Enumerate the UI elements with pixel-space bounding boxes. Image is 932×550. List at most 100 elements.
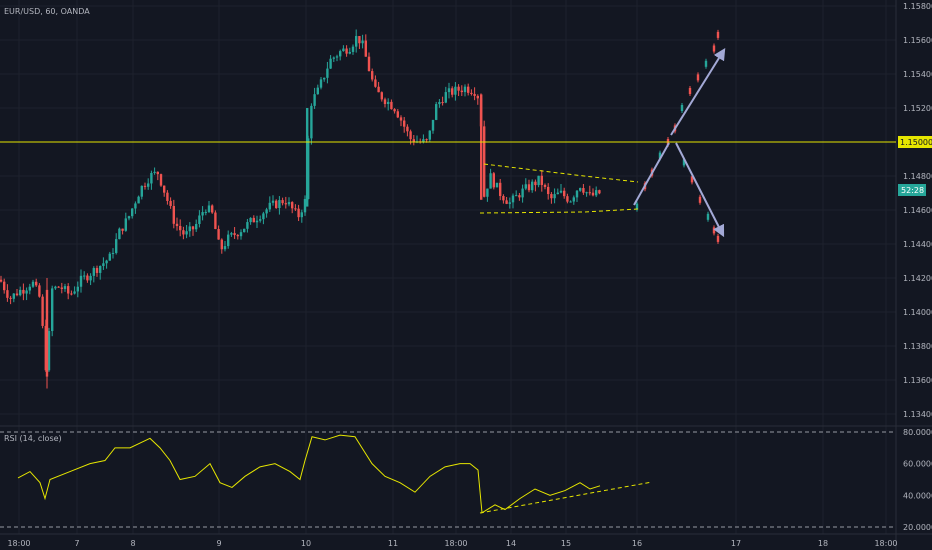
candle-body: [76, 286, 79, 292]
candle-body: [121, 228, 124, 231]
candle-body: [153, 171, 156, 173]
projection-candle-body: [635, 203, 639, 210]
candle-body: [28, 286, 31, 291]
projection-candle-body: [696, 74, 700, 81]
rsi-title: RSI (14, close): [4, 434, 62, 443]
candle-body: [284, 203, 287, 205]
candle-body: [306, 108, 309, 207]
candle-body: [412, 139, 415, 143]
candle-body: [0, 279, 3, 282]
candle-body: [57, 286, 60, 288]
candle-body: [547, 186, 550, 195]
candle-body: [51, 288, 54, 332]
symbol-title[interactable]: EUR/USD, 60, OANDA: [4, 7, 90, 16]
candle-body: [25, 290, 28, 294]
candle-body: [223, 246, 227, 250]
candle-body: [60, 287, 63, 289]
candle-body: [380, 92, 383, 100]
price-tick-label: 1.13600: [903, 376, 932, 385]
candle-body: [99, 265, 102, 273]
candle-body: [585, 192, 588, 194]
candle-body: [195, 223, 198, 230]
candle-body: [227, 234, 230, 247]
rsi-tick-labels: 80.0000 60.0000 40.0000 20.0000: [903, 428, 932, 532]
candle-body: [79, 275, 83, 287]
rsi-tick-label: 40.0000: [903, 491, 932, 500]
projection-candle-body: [658, 152, 662, 159]
price-badge-115: [898, 136, 932, 148]
candle-body: [54, 286, 57, 289]
candle-body: [86, 275, 89, 281]
candle-body: [140, 185, 143, 197]
candle-body: [271, 200, 275, 203]
candle-body: [377, 86, 380, 93]
candle-body: [185, 231, 188, 235]
candle-body: [249, 217, 252, 223]
price-tick-label: 1.14400: [903, 240, 932, 249]
candle-body: [230, 233, 233, 235]
candle-body: [275, 200, 278, 209]
candle-body: [207, 205, 211, 212]
projection-candle-body: [688, 88, 692, 94]
candle-body: [451, 88, 454, 95]
candle-body: [553, 194, 556, 199]
candle-body: [409, 131, 412, 140]
candle-body: [313, 94, 316, 106]
candle-body: [505, 200, 508, 204]
price-badge-115-text: 1.15000: [900, 138, 932, 147]
time-tick-label: 11: [388, 539, 398, 548]
candle-body: [499, 182, 502, 196]
candle-body: [134, 203, 137, 209]
candle-body: [175, 223, 179, 226]
candle-body: [383, 99, 387, 105]
rsi-panel: RSI (14, close): [0, 431, 896, 528]
price-tick-label: 1.15600: [903, 36, 932, 45]
candle-body: [41, 296, 44, 326]
candle-body: [105, 260, 108, 264]
candle-body: [431, 119, 435, 131]
candle-body: [467, 86, 470, 93]
candle-body: [45, 289, 49, 377]
candle-body: [220, 239, 223, 250]
price-tick-label: 1.15400: [903, 70, 932, 79]
candle-body: [127, 216, 131, 219]
countdown-badge: [898, 184, 926, 196]
candle-body: [543, 184, 547, 187]
candle-body: [559, 190, 563, 193]
candle-body: [582, 188, 585, 193]
candle-body: [217, 229, 220, 240]
candle-body: [297, 208, 300, 218]
time-tick-label: 16: [632, 539, 642, 548]
candle-body: [92, 268, 95, 276]
candle-body: [3, 281, 6, 291]
candle-body: [95, 268, 99, 273]
candle-body: [246, 222, 249, 229]
candle-body: [63, 286, 67, 289]
candle-body: [118, 228, 121, 240]
candle-body: [473, 93, 476, 96]
candle-body: [406, 126, 409, 132]
time-tick-label: 8: [130, 539, 135, 548]
candle-body: [252, 217, 255, 223]
candle-body: [390, 101, 393, 110]
candle-body: [495, 182, 499, 188]
candle-body: [255, 220, 259, 223]
candle-body: [166, 192, 169, 201]
candle-body: [422, 139, 425, 143]
candle-body: [47, 331, 51, 371]
candle-body: [367, 56, 371, 72]
candle-body: [534, 181, 537, 186]
candle-body: [374, 79, 377, 87]
candle-body: [31, 281, 35, 287]
time-tick-label: 15: [561, 539, 571, 548]
projection-candle-body: [690, 176, 694, 183]
candle-body: [361, 40, 364, 44]
candle-body: [124, 218, 127, 231]
candle-body: [163, 185, 166, 193]
candle-body: [579, 188, 582, 191]
candle-body: [342, 48, 345, 52]
projection-candle-body: [698, 196, 702, 203]
candle-body: [387, 101, 390, 105]
